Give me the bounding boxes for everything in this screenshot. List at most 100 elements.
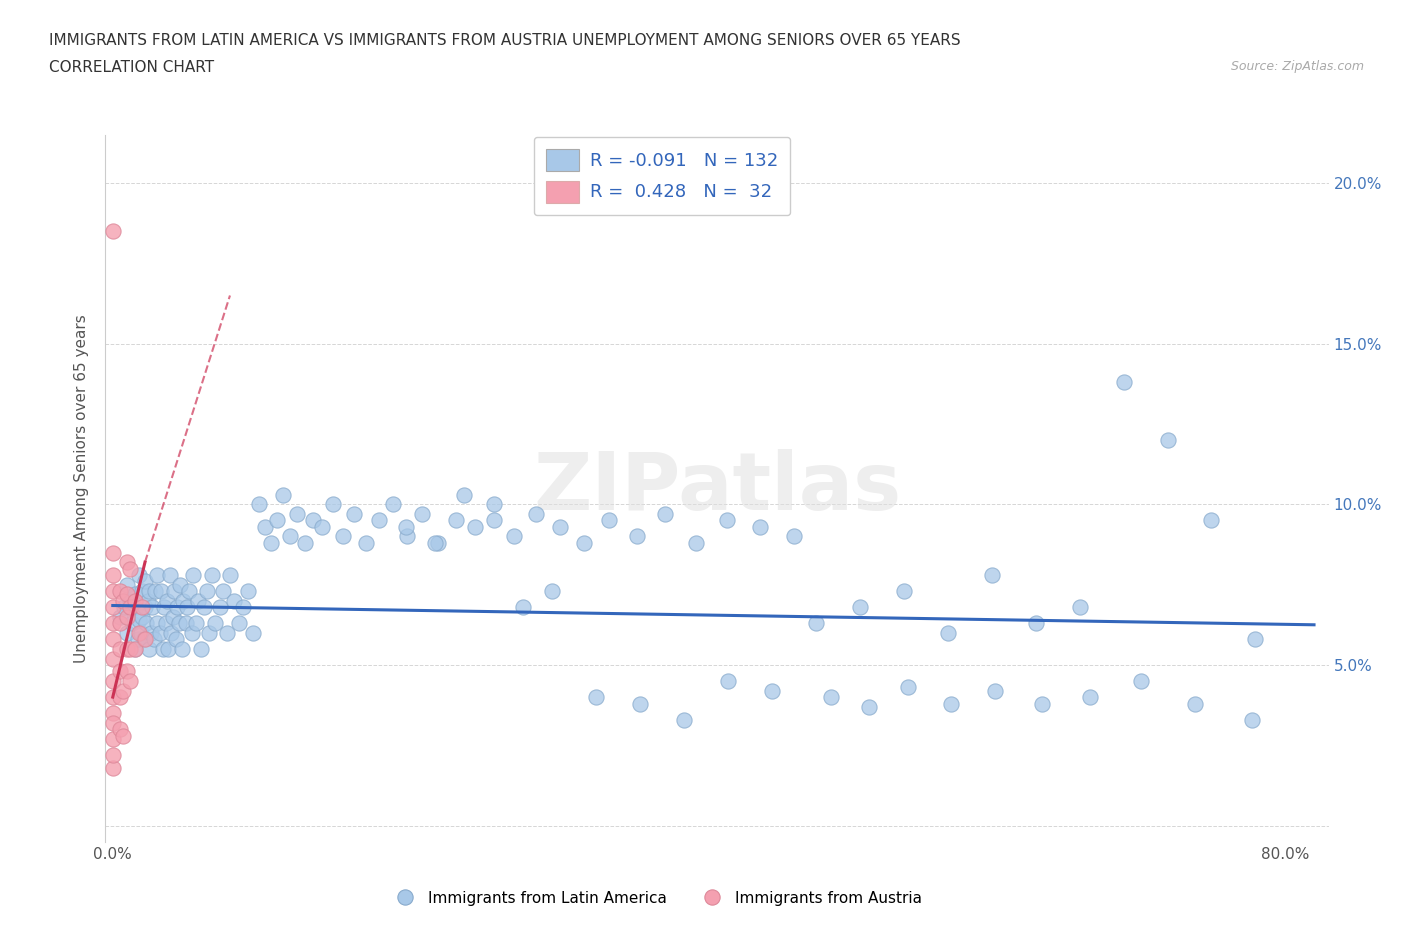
- Legend: Immigrants from Latin America, Immigrants from Austria: Immigrants from Latin America, Immigrant…: [384, 884, 928, 911]
- Point: [101, 584, 124, 599]
- Point: [749, 519, 772, 534]
- Point: [101, 600, 124, 615]
- Point: [266, 513, 288, 528]
- Point: [219, 567, 242, 582]
- Point: [1201, 513, 1223, 528]
- Point: [444, 513, 467, 528]
- Point: [120, 561, 142, 576]
- Point: [685, 536, 707, 551]
- Point: [134, 574, 156, 589]
- Point: [165, 631, 187, 646]
- Point: [131, 584, 153, 599]
- Point: [155, 616, 177, 631]
- Point: [247, 497, 270, 512]
- Point: [236, 584, 259, 599]
- Point: [585, 690, 607, 705]
- Point: [112, 728, 135, 743]
- Point: [541, 584, 564, 599]
- Text: ZIPatlas: ZIPatlas: [533, 449, 901, 527]
- Point: [156, 593, 179, 608]
- Point: [101, 690, 124, 705]
- Point: [101, 224, 124, 239]
- Point: [427, 536, 450, 551]
- Point: [170, 642, 193, 657]
- Point: [271, 487, 294, 502]
- Point: [1130, 673, 1153, 688]
- Point: [260, 536, 283, 551]
- Point: [343, 507, 366, 522]
- Point: [145, 616, 167, 631]
- Point: [101, 567, 124, 582]
- Point: [302, 513, 325, 528]
- Point: [396, 529, 419, 544]
- Point: [108, 609, 131, 624]
- Point: [849, 600, 872, 615]
- Point: [108, 722, 131, 737]
- Point: [149, 625, 172, 640]
- Point: [1241, 712, 1264, 727]
- Point: [124, 593, 146, 608]
- Point: [128, 567, 150, 582]
- Point: [195, 584, 218, 599]
- Point: [936, 625, 959, 640]
- Point: [136, 593, 159, 608]
- Point: [512, 600, 534, 615]
- Point: [101, 651, 124, 666]
- Point: [1156, 432, 1178, 447]
- Point: [628, 696, 651, 711]
- Point: [278, 529, 301, 544]
- Point: [166, 600, 188, 615]
- Point: [163, 584, 186, 599]
- Point: [893, 584, 915, 599]
- Point: [117, 609, 139, 624]
- Point: [254, 519, 277, 534]
- Point: [1244, 631, 1267, 646]
- Point: [183, 567, 205, 582]
- Point: [152, 642, 174, 657]
- Point: [294, 536, 316, 551]
- Point: [524, 507, 547, 522]
- Point: [112, 593, 135, 608]
- Point: [157, 642, 180, 657]
- Point: [128, 625, 150, 640]
- Point: [1069, 600, 1091, 615]
- Point: [117, 578, 139, 592]
- Point: [332, 529, 354, 544]
- Point: [174, 616, 197, 631]
- Point: [224, 593, 246, 608]
- Point: [368, 513, 391, 528]
- Point: [139, 625, 162, 640]
- Point: [464, 519, 486, 534]
- Point: [858, 699, 880, 714]
- Point: [143, 584, 166, 599]
- Point: [761, 684, 783, 698]
- Point: [142, 631, 165, 646]
- Text: CORRELATION CHART: CORRELATION CHART: [49, 60, 214, 75]
- Point: [321, 497, 343, 512]
- Point: [117, 642, 139, 657]
- Point: [411, 507, 433, 522]
- Point: [783, 529, 806, 544]
- Point: [228, 616, 250, 631]
- Point: [101, 616, 124, 631]
- Point: [172, 593, 194, 608]
- Point: [204, 616, 226, 631]
- Point: [381, 497, 404, 512]
- Point: [108, 690, 131, 705]
- Point: [673, 712, 696, 727]
- Point: [503, 529, 526, 544]
- Point: [980, 567, 1002, 582]
- Point: [232, 600, 254, 615]
- Point: [654, 507, 676, 522]
- Point: [120, 642, 142, 657]
- Point: [242, 625, 264, 640]
- Point: [101, 706, 124, 721]
- Point: [177, 584, 200, 599]
- Point: [134, 600, 156, 615]
- Point: [120, 673, 142, 688]
- Point: [108, 642, 131, 657]
- Point: [145, 567, 167, 582]
- Point: [169, 578, 191, 592]
- Point: [160, 625, 183, 640]
- Point: [112, 684, 135, 698]
